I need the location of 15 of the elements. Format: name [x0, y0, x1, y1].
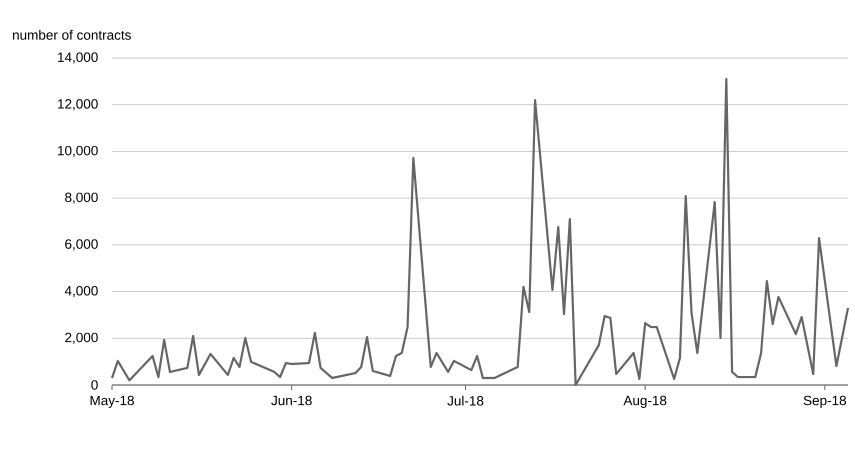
x-tick-label: May-18: [90, 396, 134, 408]
y-axis-title: number of contracts: [12, 30, 131, 40]
y-tick-label: 0: [91, 380, 98, 390]
y-tick-label: 10,000: [58, 146, 98, 158]
y-tick-label: 14,000: [58, 52, 98, 64]
x-tick-label: Jul-18: [447, 396, 484, 406]
y-tick-label: 6,000: [65, 239, 98, 250]
y-tick-label: 4,000: [64, 286, 98, 298]
y-tick-label: 8,000: [65, 192, 98, 204]
line-series: [110, 78, 850, 386]
x-tick-label: Jun-18: [271, 396, 312, 406]
x-tick-label: Aug-18: [623, 396, 666, 408]
x-tick-label: Sep-18: [804, 396, 846, 408]
y-tick-label: 2,000: [65, 332, 98, 344]
y-tick-label: 12,000: [58, 99, 98, 110]
